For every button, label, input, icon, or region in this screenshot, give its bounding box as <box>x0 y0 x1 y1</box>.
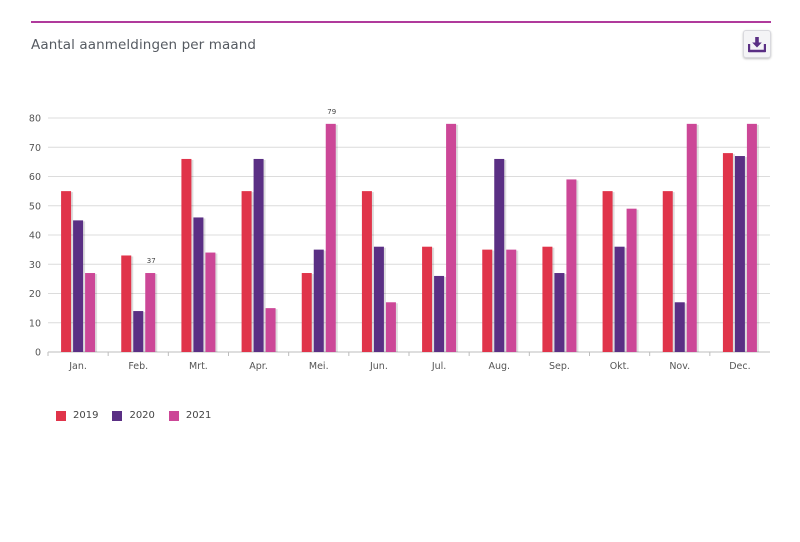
bar-2020-nov[interactable] <box>674 302 685 352</box>
legend-label-2019: 2019 <box>73 410 99 421</box>
legend-swatch-2021 <box>168 410 179 421</box>
bar-2019-apr[interactable] <box>241 191 252 352</box>
bar-2019-jul[interactable] <box>422 246 433 352</box>
bar-2021-mei[interactable] <box>325 123 336 352</box>
bar-2020-mei[interactable] <box>313 249 324 352</box>
bar-2021-mrt[interactable] <box>205 252 216 352</box>
legend: 2019 2020 2021 <box>56 410 211 421</box>
x-tick-label: Jan. <box>68 361 87 372</box>
y-tick-label: 80 <box>29 114 41 125</box>
x-tick-label: Okt. <box>610 361 630 372</box>
bar-2019-okt[interactable] <box>602 191 613 352</box>
bar-2021-jul[interactable] <box>446 123 457 352</box>
y-tick-label: 70 <box>29 143 41 154</box>
bar-2020-okt[interactable] <box>614 246 625 352</box>
x-tick-label: Sep. <box>549 361 570 372</box>
y-tick-label: 10 <box>29 318 41 329</box>
legend-item-2020[interactable]: 2020 <box>112 410 155 421</box>
bar-2019-mei[interactable] <box>301 273 312 352</box>
bar-2020-aug[interactable] <box>494 158 505 352</box>
bar-2019-mrt[interactable] <box>181 158 192 352</box>
y-tick-label: 20 <box>29 289 41 300</box>
bar-2021-jan[interactable] <box>85 273 96 352</box>
bar-2021-feb[interactable] <box>145 273 156 352</box>
y-tick-label: 0 <box>35 348 41 359</box>
bar-2020-sep[interactable] <box>554 273 565 352</box>
legend-item-2019[interactable]: 2019 <box>56 410 98 421</box>
bar-2020-jun[interactable] <box>373 246 384 352</box>
legend-item-2021[interactable]: 2021 <box>168 410 212 421</box>
x-tick-label: Mei. <box>309 361 329 372</box>
legend-swatch-2019 <box>56 410 66 421</box>
x-tick-label: Dec. <box>729 361 750 372</box>
y-tick-label: 60 <box>29 172 41 183</box>
chart-title: Aantal aanmeldingen per maand <box>31 37 257 53</box>
x-tick-label: Feb. <box>128 361 148 372</box>
data-label: 37 <box>147 257 156 265</box>
x-tick-label: Aug. <box>488 361 510 372</box>
bar-2021-okt[interactable] <box>626 208 637 352</box>
y-tick-label: 40 <box>29 231 41 242</box>
bar-2019-jun[interactable] <box>361 191 372 352</box>
bar-2021-aug[interactable] <box>506 249 517 352</box>
bar-2021-nov[interactable] <box>686 123 697 352</box>
bar-2021-dec[interactable] <box>746 123 757 352</box>
bar-2019-dec[interactable] <box>722 153 733 352</box>
bar-2020-mrt[interactable] <box>193 217 204 352</box>
data-label: 79 <box>327 108 336 116</box>
bar-2021-apr[interactable] <box>265 308 276 352</box>
bar-2021-jun[interactable] <box>385 302 396 352</box>
bar-2019-aug[interactable] <box>482 249 493 352</box>
bar-2019-sep[interactable] <box>542 246 553 352</box>
header-accent-line <box>31 21 771 23</box>
bar-2019-nov[interactable] <box>662 191 673 352</box>
bar-2021-sep[interactable] <box>566 179 577 352</box>
bar-2020-dec[interactable] <box>734 156 745 352</box>
bar-2020-feb[interactable] <box>133 311 144 352</box>
bar-2019-feb[interactable] <box>121 255 132 352</box>
legend-label-2020: 2020 <box>129 410 155 421</box>
legend-swatch-2020 <box>112 410 123 421</box>
bar-2020-apr[interactable] <box>253 158 264 352</box>
x-tick-label: Jun. <box>369 361 388 372</box>
x-tick-label: Apr. <box>249 361 268 372</box>
download-button[interactable] <box>743 30 771 58</box>
y-tick-label: 30 <box>29 260 41 271</box>
x-tick-label: Jul. <box>431 361 446 372</box>
bar-2020-jul[interactable] <box>434 275 445 352</box>
y-tick-label: 50 <box>29 201 41 212</box>
x-tick-label: Nov. <box>669 361 690 372</box>
bar-2020-jan[interactable] <box>73 220 84 352</box>
bar-2019-jan[interactable] <box>61 191 72 352</box>
x-tick-label: Mrt. <box>189 361 208 372</box>
download-tray-icon <box>748 36 766 52</box>
legend-label-2021: 2021 <box>185 410 212 421</box>
